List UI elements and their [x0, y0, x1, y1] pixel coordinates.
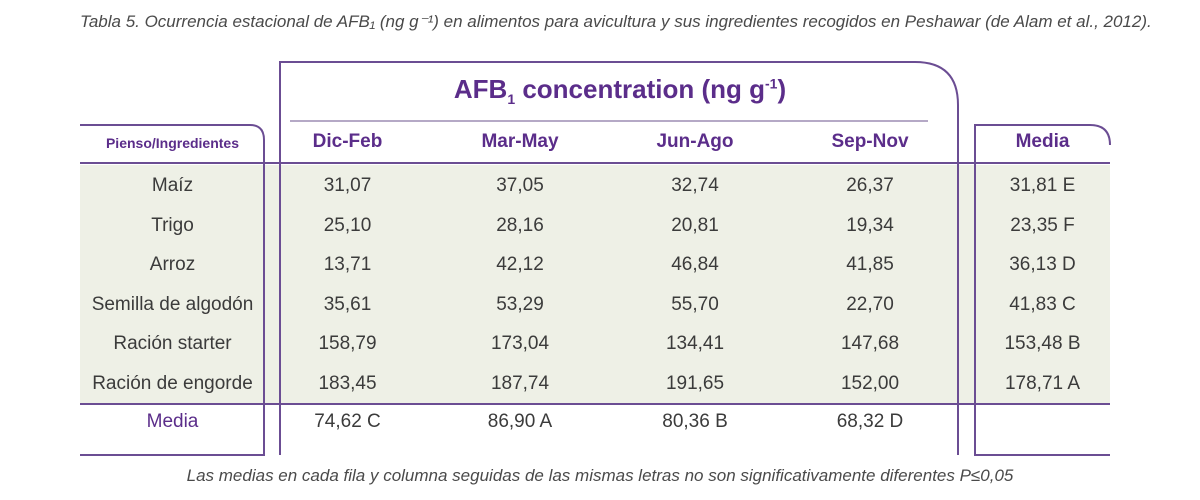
row-label: Arroz — [149, 254, 196, 275]
table-footnote: Las medias en cada fila y columna seguid… — [186, 466, 1014, 485]
table-cell: 31,07 — [323, 175, 372, 196]
table-cell: 134,41 — [665, 333, 725, 354]
header-season-2: Mar-May — [481, 131, 559, 152]
table-cell: 26,37 — [846, 175, 894, 196]
table-cell: 158,79 — [318, 333, 377, 354]
table-cell: 187,74 — [490, 372, 550, 394]
table-cell: 41,85 — [846, 254, 894, 275]
table-cell: 28,16 — [496, 214, 544, 236]
table-cell: 152,00 — [840, 372, 900, 394]
header-season-4: Sep-Nov — [831, 131, 909, 152]
row-mean-cell: 178,71 A — [1004, 372, 1081, 394]
column-mean-cell: 80,36 B — [662, 411, 728, 432]
row-mean-cell: 41,83 C — [1009, 293, 1076, 315]
table-cell: 191,65 — [665, 372, 725, 394]
row-mean-cell: 153,48 B — [1004, 333, 1081, 354]
table-cell: 35,61 — [323, 293, 372, 315]
table-cell: 32,74 — [671, 175, 719, 196]
row-label: Semilla de algodón — [91, 293, 254, 315]
table-cell: 37,05 — [496, 175, 544, 196]
table-cell: 173,04 — [490, 333, 550, 354]
column-mean-cell: 74,62 C — [314, 411, 381, 432]
header-season-3: Jun-Ago — [656, 131, 734, 152]
row-label: Ración de engorde — [92, 372, 253, 394]
row-mean-cell: 36,13 D — [1009, 254, 1076, 275]
table-cell: 183,45 — [318, 372, 377, 394]
table-cell: 147,68 — [840, 333, 900, 354]
table-cell: 53,29 — [496, 293, 544, 315]
table-cell: 25,10 — [323, 214, 372, 236]
table-caption: Tabla 5. Ocurrencia estacional de AFB₁ (… — [80, 12, 1152, 31]
table-body-shading — [80, 165, 1110, 403]
mean-row-label: Media — [146, 411, 199, 432]
row-label: Trigo — [151, 214, 194, 236]
table-title: AFB1 concentration (ng g-1) — [453, 74, 787, 108]
table-cell: 42,12 — [496, 254, 544, 275]
column-mean-cell: 68,32 D — [836, 411, 904, 432]
header-season-1: Dic-Feb — [312, 131, 383, 152]
table-cell: 55,70 — [671, 293, 719, 315]
column-mean-cell: 86,90 A — [487, 411, 553, 432]
table-cell: 19,34 — [846, 214, 894, 236]
table-cell: 20,81 — [671, 214, 719, 236]
table-cell: 46,84 — [671, 254, 719, 275]
header-mean: Media — [1015, 131, 1070, 152]
row-label: Maíz — [151, 175, 194, 196]
row-label: Ración starter — [113, 333, 232, 354]
table-cell: 13,71 — [323, 254, 372, 275]
row-mean-cell: 31,81 E — [1009, 175, 1076, 196]
header-ingredient: Pienso/Ingredientes — [105, 135, 240, 151]
table-cell: 22,70 — [846, 293, 894, 315]
row-mean-cell: 23,35 F — [1010, 214, 1075, 236]
